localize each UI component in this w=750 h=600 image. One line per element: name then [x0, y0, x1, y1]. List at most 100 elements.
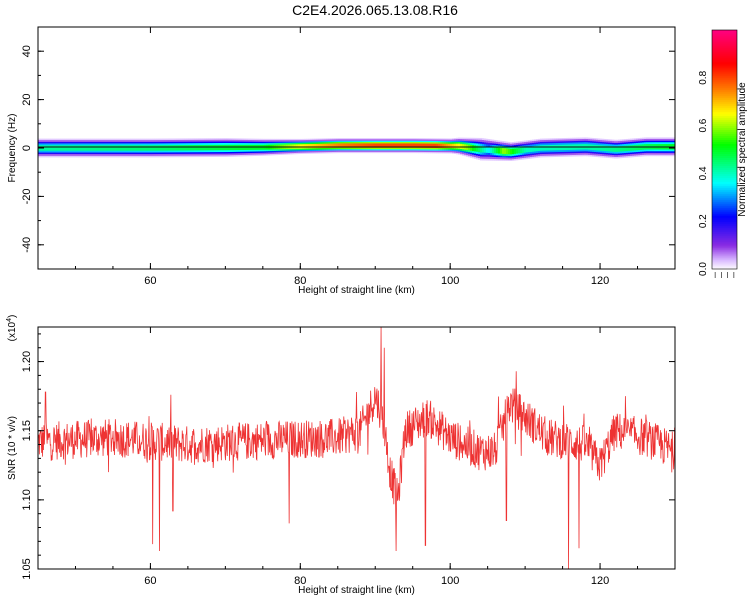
spectrogram-cell: [326, 143, 329, 149]
top-x-tick-label: 80: [294, 275, 306, 287]
colorbar-cell: [712, 141, 737, 145]
spectrogram-cell: [516, 148, 519, 154]
spectrogram-cell: [98, 145, 101, 151]
colorbar-cell: [712, 47, 737, 51]
spectrogram-cell: [70, 145, 73, 151]
spectrogram-cell: [454, 143, 457, 149]
spectrogram-cell: [302, 144, 305, 149]
colorbar-cell: [712, 217, 737, 220]
spectrogram-cell: [366, 143, 369, 148]
colorbar-cell: [712, 69, 737, 73]
colorbar: [712, 30, 737, 270]
spectrogram-cell: [602, 145, 605, 151]
spectrogram-cell: [182, 145, 185, 151]
spectrogram-cell: [378, 143, 381, 148]
spectrogram-cell: [546, 145, 549, 151]
spectrogram-cell: [354, 143, 357, 148]
spectrogram-cell: [422, 143, 425, 148]
spectrogram-cell: [48, 145, 51, 151]
top-x-tick-label: 120: [591, 275, 609, 287]
colorbar-cell: [712, 175, 737, 178]
top-y-tick-label: 0: [21, 145, 33, 151]
spectrogram-cell: [498, 147, 501, 154]
bottom-x-axis-label: Height of straight line (km): [298, 585, 415, 596]
spectrogram-cell: [338, 143, 341, 148]
spectrogram-cell: [210, 144, 213, 151]
spectrogram-cell: [622, 145, 625, 152]
spectrogram-cell: [634, 144, 637, 151]
top-x-tick-label: 100: [441, 275, 459, 287]
colorbar-cell: [712, 65, 737, 69]
colorbar-tick-label: 0.2: [698, 214, 709, 228]
spectrogram-cell: [372, 143, 375, 148]
spectrogram-cell: [514, 148, 517, 154]
spectrogram-cell: [414, 143, 417, 148]
colorbar-cell: [712, 197, 737, 200]
spectrogram-cell: [212, 144, 215, 151]
spectrogram-cell: [334, 143, 337, 148]
spectrogram-cell: [548, 145, 551, 151]
spectrogram-cell: [398, 143, 401, 148]
colorbar-cell: [712, 259, 737, 262]
colorbar-cell: [712, 97, 737, 101]
colorbar-cell: [712, 71, 737, 75]
spectrogram-cell: [530, 146, 533, 152]
spectrogram-cell: [82, 145, 85, 151]
spectrogram-cell: [544, 145, 547, 151]
colorbar-cell: [712, 109, 737, 113]
spectrogram-cell: [164, 145, 167, 151]
spectrogram-cell: [332, 143, 335, 148]
colorbar-cell: [712, 115, 737, 119]
spectrogram-cell: [56, 145, 59, 151]
spectrogram-cell: [318, 143, 321, 149]
spectrogram-cell: [452, 143, 455, 149]
spectrogram-cell: [204, 144, 207, 151]
colorbar-cell: [712, 111, 737, 115]
spectrogram-cell: [540, 145, 543, 151]
colorbar-cell: [712, 53, 737, 57]
colorbar-cell: [712, 213, 737, 216]
colorbar-cell: [712, 101, 737, 105]
spectrogram-cell: [346, 143, 349, 148]
spectrogram-cell: [476, 145, 479, 152]
spectrogram-cell: [554, 144, 557, 151]
spectrogram-cell: [52, 145, 55, 151]
spectrogram-cell: [86, 145, 89, 151]
spectrogram-cell: [192, 145, 195, 151]
colorbar-cell: [712, 215, 737, 218]
spectrogram-cell: [220, 144, 223, 151]
spectrogram-cell: [314, 143, 317, 149]
spectrogram-cell: [194, 144, 197, 151]
colorbar-cell: [712, 41, 737, 45]
colorbar-cell: [712, 205, 737, 208]
colorbar-cell: [712, 191, 737, 194]
spectrogram-cell: [502, 148, 505, 154]
spectrogram-cell: [522, 147, 525, 153]
spectrogram-cell: [128, 145, 131, 151]
colorbar-cell: [712, 137, 737, 141]
colorbar-cell: [712, 173, 737, 176]
bottom-x-tick-label: 120: [591, 575, 609, 587]
spectrogram-cell: [106, 145, 109, 151]
spectrogram-cell: [612, 146, 615, 152]
spectrogram-cell: [298, 144, 301, 149]
spectrogram-cell: [404, 143, 407, 148]
colorbar-cell: [712, 143, 737, 147]
spectrogram-cell: [140, 145, 143, 151]
colorbar-cell: [712, 73, 737, 77]
spectrogram-cell: [202, 144, 205, 151]
spectrogram-cell: [430, 143, 433, 148]
spectrogram-cell: [490, 146, 493, 154]
spectrogram-cell: [170, 145, 173, 151]
colorbar-cell: [712, 105, 737, 109]
spectrogram-cell: [148, 145, 151, 151]
spectrogram-cell: [550, 145, 553, 151]
colorbar-cell: [712, 261, 737, 264]
spectrogram-cell: [322, 143, 325, 149]
spectrogram-cell: [296, 144, 299, 149]
top-y-axis-label: Frequency (Hz): [7, 114, 18, 183]
spectrogram-cell: [198, 144, 201, 151]
spectrogram-cell: [552, 144, 555, 151]
spectrogram-cell: [300, 144, 303, 149]
colorbar-cell: [712, 227, 737, 230]
